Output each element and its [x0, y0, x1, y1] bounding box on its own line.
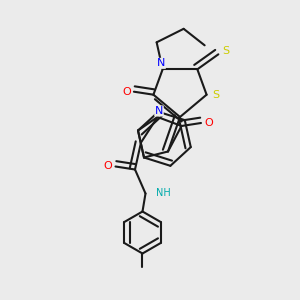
- Text: S: S: [212, 90, 219, 100]
- Text: S: S: [222, 46, 230, 56]
- Text: N: N: [155, 106, 163, 116]
- Text: O: O: [204, 118, 213, 128]
- Text: N: N: [157, 58, 165, 68]
- Text: O: O: [103, 161, 112, 172]
- Text: NH: NH: [156, 188, 171, 199]
- Text: O: O: [122, 87, 131, 97]
